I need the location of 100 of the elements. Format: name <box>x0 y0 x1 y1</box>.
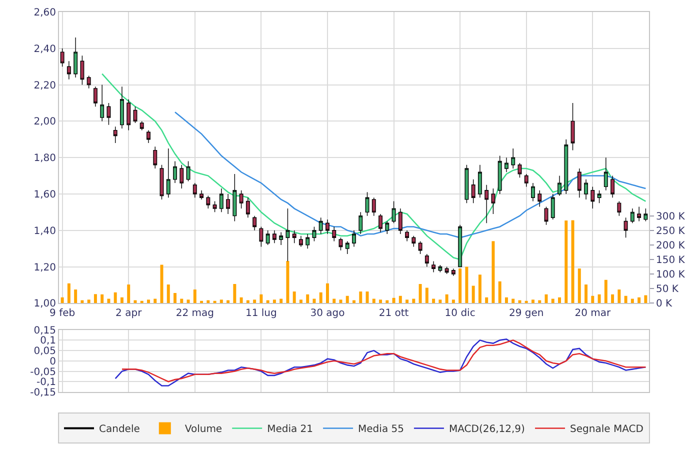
bar <box>558 297 561 304</box>
bar <box>220 300 223 304</box>
candlestick <box>504 157 508 172</box>
candlestick <box>66 60 71 80</box>
candlestick <box>432 260 436 273</box>
candlestick <box>306 234 310 249</box>
y-tick-label: 2,40 <box>34 44 56 55</box>
candlestick <box>126 99 131 131</box>
bar <box>512 298 515 304</box>
bar <box>260 294 263 304</box>
candlestick <box>398 208 402 234</box>
candlestick <box>471 179 476 204</box>
candlestick <box>590 186 595 209</box>
candlestick <box>219 188 224 213</box>
candlestick <box>385 220 390 234</box>
x-tick-label: 10 dic <box>444 308 476 320</box>
legend-label: Media 55 <box>358 424 404 436</box>
legend-label: Media 21 <box>267 424 314 436</box>
candlestick <box>100 84 104 122</box>
bar <box>498 281 502 304</box>
candlestick <box>644 208 648 222</box>
bar <box>312 298 316 304</box>
candlestick <box>584 179 588 200</box>
y2-tick-label: 100 K <box>656 270 686 281</box>
bar <box>564 220 568 304</box>
bar <box>166 284 170 304</box>
bar <box>174 292 176 304</box>
candlestick <box>358 212 363 234</box>
bar <box>326 283 329 304</box>
candlestick <box>173 160 177 184</box>
candlestick <box>292 230 296 244</box>
candlestick <box>392 200 396 224</box>
candlestick <box>252 215 257 231</box>
candlestick <box>86 75 91 89</box>
bar <box>74 289 78 304</box>
candlestick <box>326 219 330 234</box>
bar <box>107 298 110 304</box>
y-tick-label: -0,1 <box>36 377 56 388</box>
bar <box>127 284 130 304</box>
candlestick <box>352 230 356 248</box>
bar <box>398 296 402 304</box>
bar <box>233 284 236 304</box>
x-tick-label: 11 lug <box>246 308 277 320</box>
y2-tick-label: 0 K <box>656 298 673 310</box>
line-series <box>101 73 646 260</box>
y-tick-label: 2,20 <box>34 80 56 92</box>
candlestick <box>298 235 303 248</box>
bar <box>154 298 157 304</box>
bar <box>598 294 601 304</box>
bar <box>478 274 482 304</box>
bar <box>332 298 336 304</box>
bar <box>379 300 382 304</box>
candlestick <box>610 175 615 198</box>
candlestick <box>424 254 429 268</box>
candlestick <box>266 230 270 246</box>
bar <box>532 300 534 304</box>
bar <box>412 298 416 304</box>
bar <box>392 298 396 304</box>
candlestick <box>458 224 462 268</box>
bar <box>306 294 310 304</box>
x-tick-label: 22 mag <box>176 308 214 320</box>
bar <box>67 283 70 304</box>
bar <box>458 268 462 304</box>
x-tick-label: 21 ott <box>378 308 409 320</box>
candlestick <box>617 200 622 216</box>
y-tick-label: 1,40 <box>34 226 56 237</box>
bar <box>578 268 581 304</box>
bar <box>571 220 574 304</box>
candlestick <box>451 268 456 276</box>
bar <box>94 294 97 304</box>
candlestick <box>93 86 98 107</box>
bar <box>472 286 475 304</box>
legend-label: MACD(26,12,9) <box>448 424 526 436</box>
candlestick <box>604 157 608 191</box>
candlestick <box>550 194 555 220</box>
candlestick <box>438 264 442 273</box>
x-tick-label: 29 gen <box>508 308 544 320</box>
candlestick <box>624 217 628 238</box>
candlestick <box>259 226 264 248</box>
bar <box>452 300 455 304</box>
candlestick <box>412 235 416 248</box>
candlestick <box>232 174 237 222</box>
bar <box>485 297 488 304</box>
candlestick <box>378 214 382 233</box>
bar <box>644 295 648 304</box>
candlestick <box>531 182 535 202</box>
candlestick <box>577 168 582 198</box>
candlestick <box>498 155 502 194</box>
bar <box>366 292 369 304</box>
bar <box>438 300 442 304</box>
bar <box>492 241 495 304</box>
candlestick <box>345 240 350 254</box>
bar <box>240 297 243 304</box>
candlestick <box>538 190 542 208</box>
candlestick <box>74 37 78 78</box>
candlestick <box>200 190 204 200</box>
legend-label: Candele <box>99 424 140 436</box>
bar <box>445 294 448 304</box>
x-tick-label: 30 ago <box>310 308 345 320</box>
y-tick-label: 1,20 <box>34 262 56 274</box>
